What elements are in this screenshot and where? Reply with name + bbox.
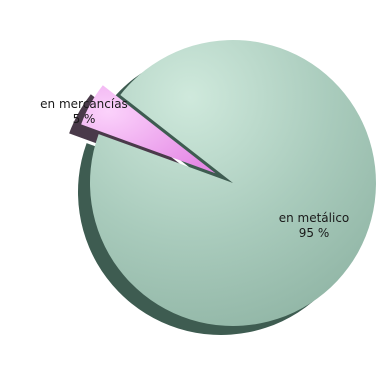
slice-value-en-metalico: 95 % bbox=[299, 226, 330, 240]
pie-slice-en-metalico bbox=[90, 40, 376, 326]
slice-label-en-metalico: en metálico bbox=[279, 211, 350, 225]
slice-label-en-mercancias: en mercancías bbox=[40, 97, 128, 111]
slice-value-en-mercancias: 5 % bbox=[73, 112, 96, 126]
